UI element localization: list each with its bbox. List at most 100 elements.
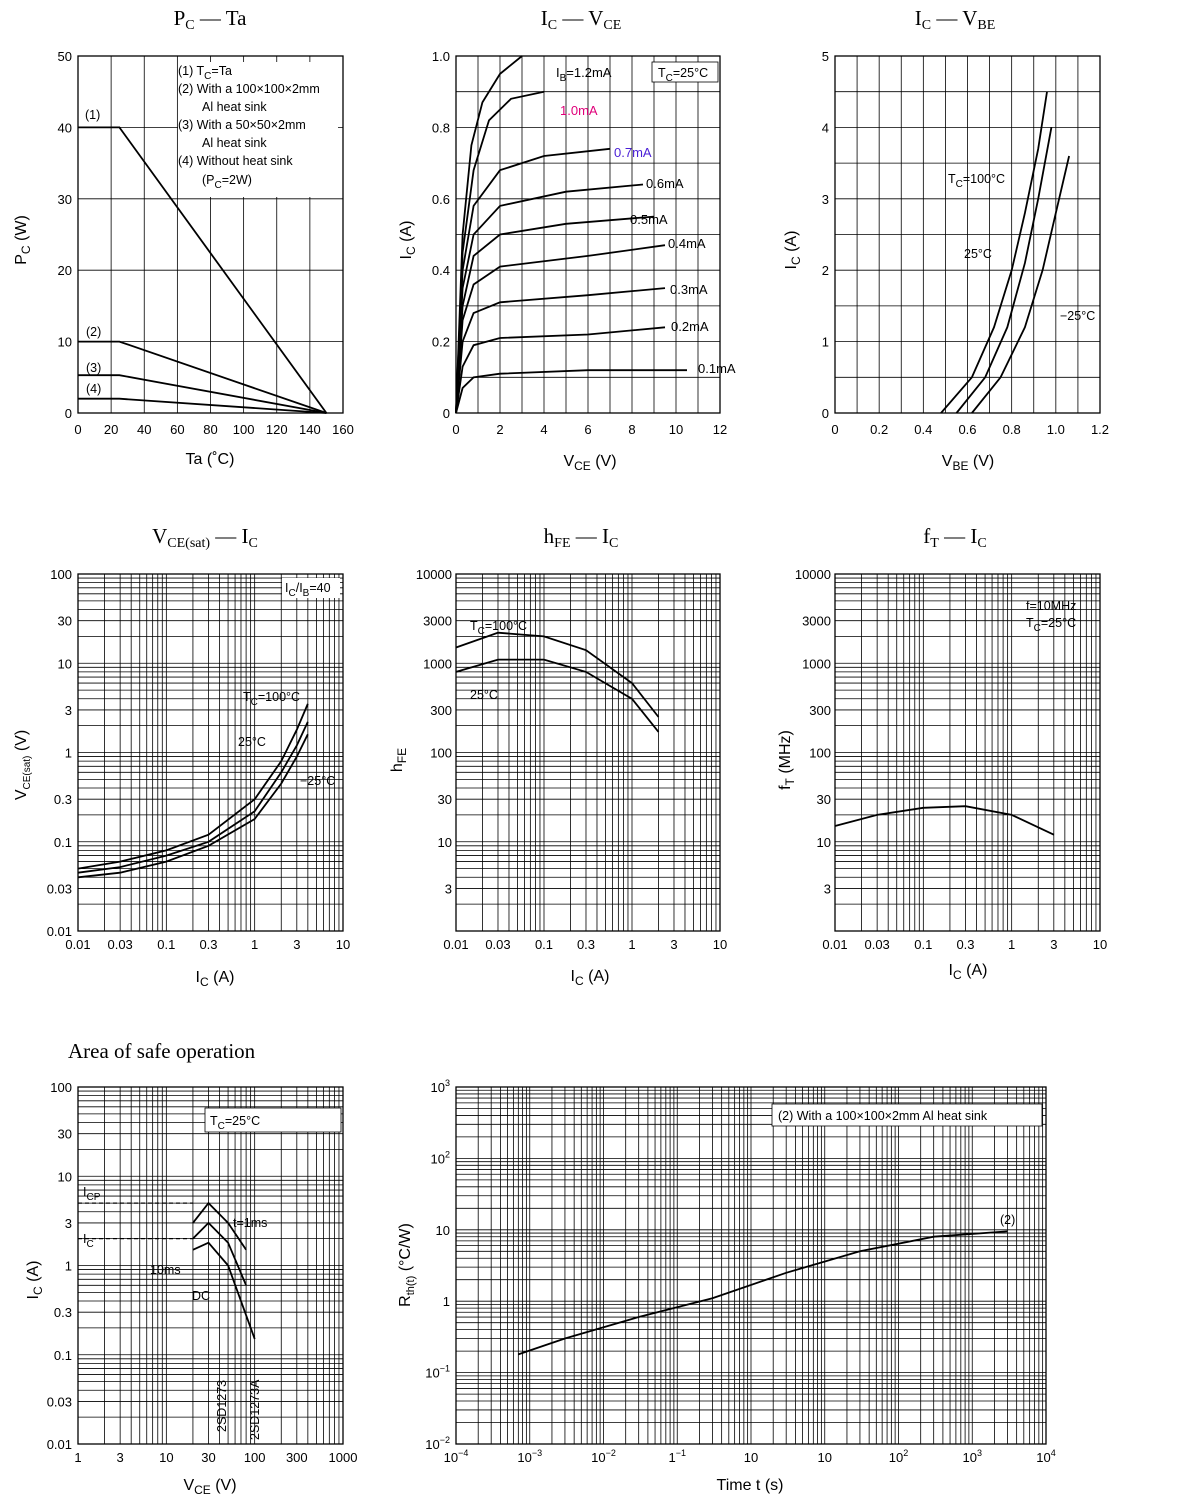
y-tick-label: 0.1 <box>54 1348 72 1363</box>
y-tick-label: 10 <box>58 656 72 671</box>
x-tick-label: 40 <box>137 422 151 437</box>
chart-ic-vbe: 0 0.2 0.4 0.6 0.8 1.0 1.2 0 1 2 3 4 5 IC — VBE TC=100°… <box>783 6 1109 473</box>
y-tick-label: 0.3 <box>54 1305 72 1320</box>
y-axis-label: PC (W) <box>13 215 33 265</box>
x-tick-label: 1.2 <box>1091 422 1109 437</box>
legend-line-6: (4) Without heat sink <box>178 154 293 168</box>
y-tick-label: 0.1 <box>54 835 72 850</box>
x-tick-label: 0.6 <box>958 422 976 437</box>
annotation-box <box>651 61 719 83</box>
chart-title: PC — Ta <box>174 6 248 33</box>
x-tick-label: 100 <box>233 422 255 437</box>
x-tick-label: 10−2 <box>591 1448 616 1465</box>
y-tick-label: 3 <box>65 703 72 718</box>
legend-text: (2) With a 100×100×2mm Al heat sink <box>778 1109 988 1123</box>
x-tick-label: 0.3 <box>577 937 595 952</box>
x-tick-label: 2 <box>496 422 503 437</box>
y-tick-label: 100 <box>809 746 831 761</box>
series-line <box>971 155 1070 414</box>
y-tick-label: 1 <box>822 335 829 350</box>
x-tick-label: 1000 <box>329 1450 358 1465</box>
y-tick-label: 0.3 <box>54 792 72 807</box>
x-tick-label: 3 <box>117 1450 124 1465</box>
plot-frame <box>834 55 1101 414</box>
y-tick-label: 0.03 <box>47 881 72 896</box>
y-tick-label: 3 <box>824 881 831 896</box>
y-axis-label: hFE <box>389 748 409 772</box>
x-tick-label: 0 <box>74 422 81 437</box>
legend-line-2: (2) With a 100×100×2mm <box>178 82 320 96</box>
series-label: DC <box>192 1289 210 1303</box>
chart-thermal-resistance: 10−4 10−3 10−2 1−1 10 10 102 103 104 10−2 10−1 1 10 1… <box>397 1078 1056 1494</box>
y-axis-label: VCE(sat) (V) <box>13 730 33 800</box>
y-tick-label: 103 <box>431 1078 450 1095</box>
x-tick-label: 0.01 <box>443 937 468 952</box>
y-tick-label: 2 <box>822 263 829 278</box>
x-tick-label: 80 <box>203 422 217 437</box>
annotation: IC/IB=40 <box>285 581 331 599</box>
y-tick-label: 0.4 <box>432 263 450 278</box>
legend-box <box>771 1103 1043 1127</box>
y-tick-label: 0.2 <box>432 335 450 350</box>
series-line <box>455 215 655 414</box>
x-tick-label: 10 <box>669 422 683 437</box>
series-label: 25°C <box>964 247 992 261</box>
y-tick-label: 3000 <box>802 614 831 629</box>
series-line <box>455 244 666 414</box>
series-line <box>518 1230 1008 1356</box>
y-tick-label: 0 <box>443 406 450 421</box>
y-tick-label: 20 <box>58 263 72 278</box>
x-tick-label: 104 <box>1036 1448 1055 1465</box>
y-tick-label: 50 <box>58 49 72 64</box>
series-line <box>455 326 666 414</box>
x-tick-label: 140 <box>299 422 321 437</box>
icp-label: ICP <box>83 1185 101 1203</box>
y-tick-label: 4 <box>822 120 829 135</box>
series-line <box>192 1241 256 1340</box>
x-axis-label: VCE (V) <box>563 453 616 473</box>
series-label: −25°C <box>1060 309 1095 323</box>
x-tick-label: 0.03 <box>864 937 889 952</box>
series-line <box>192 1221 247 1286</box>
series-line <box>77 733 309 879</box>
series-label: 0.6mA <box>646 176 684 191</box>
series-label: 25°C <box>238 735 266 749</box>
legend-line-5: Al heat sink <box>202 136 267 150</box>
x-tick-label: 1 <box>251 937 258 952</box>
y-tick-label: 0.01 <box>47 924 72 939</box>
x-tick-label: 0.1 <box>535 937 553 952</box>
series-label: 0.5mA <box>630 212 668 227</box>
y-tick-label: 3 <box>822 192 829 207</box>
x-tick-label: 3 <box>293 937 300 952</box>
chart-ft-ic: 0.01 0.03 0.1 0.3 1 3 10 3 10 30 100 300 1000 3000 100… <box>777 524 1107 982</box>
series-label: 1.0mA <box>560 103 598 118</box>
y-tick-label: 0 <box>822 406 829 421</box>
x-tick-label: 1 <box>1008 937 1015 952</box>
plot-frame <box>455 573 721 932</box>
y-axis-label: IC (A) <box>25 1261 45 1300</box>
series-line <box>940 91 1048 414</box>
x-tick-label: 0.1 <box>157 937 175 952</box>
chart-title: IC — VCE <box>541 6 622 33</box>
model-label-1: 2SD1273 <box>215 1380 229 1432</box>
series-line <box>77 721 309 874</box>
series-label: 0.2mA <box>671 319 709 334</box>
x-tick-label: 160 <box>332 422 354 437</box>
series-line <box>455 369 687 414</box>
x-axis-label: IC (A) <box>571 968 610 988</box>
x-tick-label: 12 <box>713 422 727 437</box>
x-tick-label: 20 <box>104 422 118 437</box>
x-tick-label: 10 <box>1093 937 1107 952</box>
x-tick-label: 1−1 <box>669 1448 687 1465</box>
y-tick-label: 40 <box>58 120 72 135</box>
y-tick-label: 3 <box>445 881 452 896</box>
x-tick-label: 6 <box>584 422 591 437</box>
y-tick-label: 300 <box>809 703 831 718</box>
x-axis-label: IC (A) <box>196 969 235 989</box>
x-tick-label: 102 <box>889 1448 908 1465</box>
y-tick-label: 10 <box>817 835 831 850</box>
y-tick-label: 10 <box>58 335 72 350</box>
y-tick-label: 0.01 <box>47 1437 72 1452</box>
x-tick-label: 10−4 <box>444 1448 469 1465</box>
